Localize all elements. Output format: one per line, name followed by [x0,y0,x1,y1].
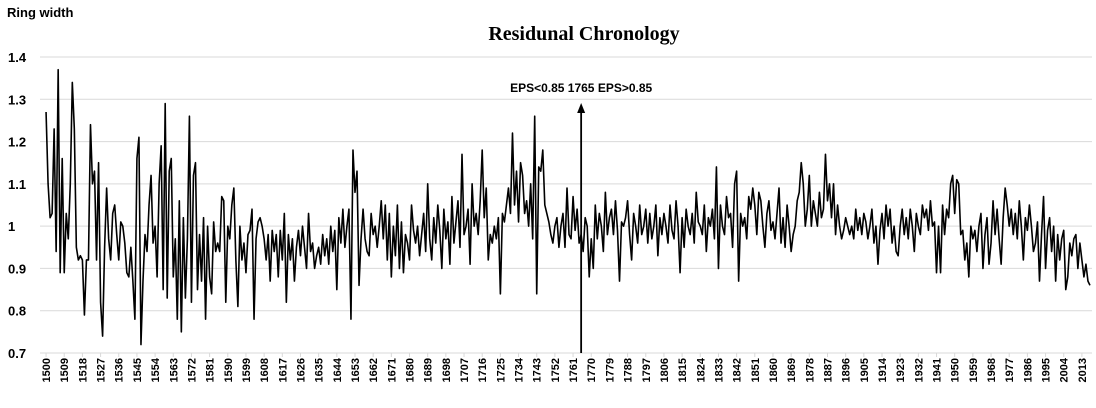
y-tick-label: 1 [8,219,15,234]
x-tick-label: 1896 [841,358,853,382]
x-tick-label: 1509 [59,358,71,382]
x-tick-label: 1788 [623,358,635,382]
x-tick-label: 1851 [750,358,762,382]
x-tick-label: 1995 [1041,358,1053,382]
x-tick-label: 1752 [550,358,562,382]
x-tick-label: 1545 [132,358,144,382]
x-tick-label: 1500 [41,358,53,382]
y-tick-label: 1.2 [8,135,26,150]
y-tick-label: 0.7 [8,346,26,361]
data-line [45,68,1091,346]
x-tick-label: 1662 [368,358,380,382]
x-tick-label: 1950 [950,358,962,382]
x-tick-label: 1770 [586,358,598,382]
x-tick-label: 1527 [96,358,108,382]
x-tick-label: 1707 [459,358,471,382]
x-tick-label: 1581 [205,358,217,382]
x-tick-label: 1833 [713,358,725,382]
x-tick-label: 1590 [223,358,235,382]
x-tick-label: 1734 [514,357,526,382]
x-tick-label: 1923 [895,358,907,382]
x-tick-label: 1986 [1022,358,1034,382]
x-tick-label: 1635 [314,358,326,382]
y-tick-label: 1.3 [8,92,26,107]
x-tick-label: 1842 [732,358,744,382]
x-tick-label: 1689 [423,358,435,382]
x-tick-label: 1716 [477,358,489,382]
x-tick-label: 1617 [277,358,289,382]
x-tick-label: 1959 [968,358,980,382]
x-tick-label: 1977 [1004,358,1016,382]
x-tick-label: 1743 [532,358,544,382]
x-tick-label: 1806 [659,358,671,382]
chart-title: Residunal Chronology [488,23,679,45]
x-tick-label: 1941 [932,358,944,382]
x-tick-label: 1905 [859,358,871,382]
x-tick-label: 1698 [441,358,453,382]
x-tick-label: 1932 [913,358,925,382]
x-tick-label: 2013 [1077,358,1089,382]
x-tick-label: 1815 [677,358,689,382]
y-axis-label: Ring width [7,5,73,20]
x-tick-label: 1968 [986,358,998,382]
arrow-head [577,103,586,113]
x-tick-label: 1887 [822,358,834,382]
x-tick-label: 1869 [786,358,798,382]
x-tick-label: 2004 [1059,357,1071,382]
y-tick-label: 0.8 [8,304,26,319]
y-tick-label: 1.1 [8,177,26,192]
x-tick-label: 1761 [568,358,580,382]
x-tick-label: 1779 [604,358,616,382]
y-tick-label: 0.9 [8,261,26,276]
x-tick-label: 1572 [186,358,198,382]
x-tick-label: 1680 [405,358,417,382]
x-tick-label: 1914 [877,357,889,382]
x-tick-label: 1671 [386,358,398,382]
x-tick-label: 1554 [150,357,162,382]
x-tick-label: 1797 [641,358,653,382]
x-tick-label: 1725 [495,358,507,382]
x-tick-label: 1653 [350,358,362,382]
x-tick-label: 1536 [114,358,126,382]
x-tick-label: 1563 [168,358,180,382]
annotation-text: EPS<0.85 1765 EPS>0.85 [510,81,652,95]
y-tick-label: 1.4 [8,50,27,65]
x-tick-label: 1644 [332,357,344,382]
x-tick-label: 1878 [804,358,816,382]
x-tick-label: 1824 [695,357,707,382]
x-tick-label: 1599 [241,358,253,382]
x-tick-label: 1626 [295,358,307,382]
x-tick-label: 1608 [259,358,271,382]
x-tick-label: 1860 [768,358,780,382]
x-tick-label: 1518 [77,358,89,382]
